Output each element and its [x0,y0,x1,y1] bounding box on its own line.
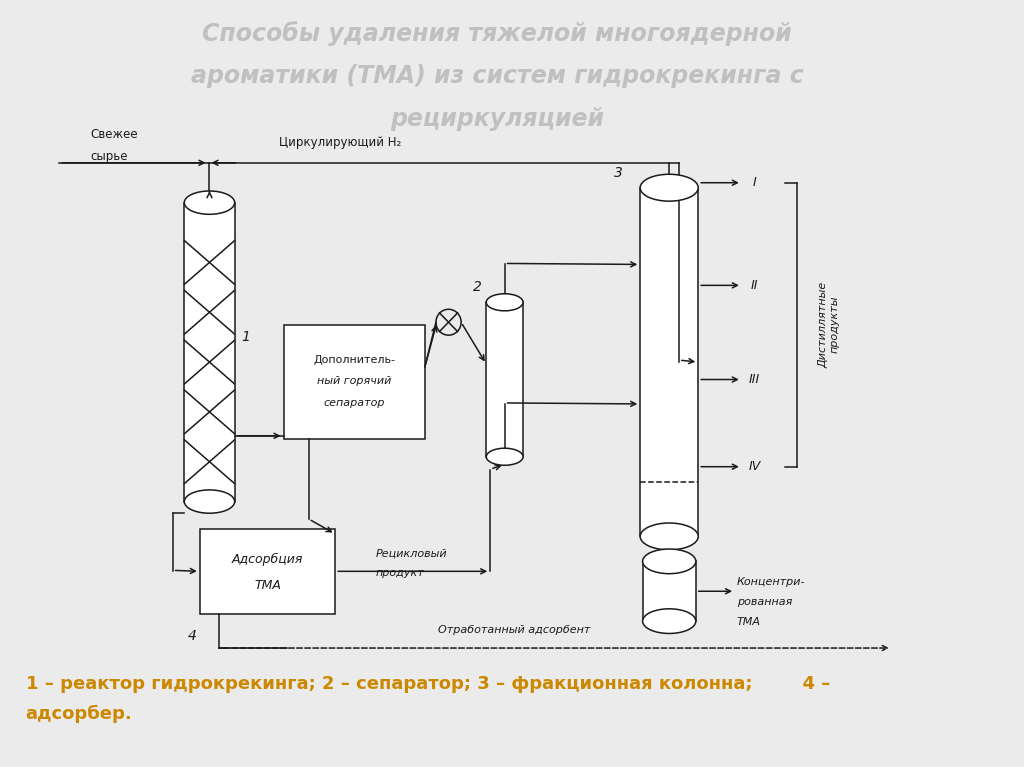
Text: сырье: сырье [90,150,128,163]
Text: II: II [751,279,758,292]
Text: IV: IV [749,460,761,473]
Text: сепаратор: сепаратор [324,398,385,408]
Text: ТМА: ТМА [737,617,761,627]
Ellipse shape [643,549,696,574]
Text: 4: 4 [187,629,197,643]
Bar [184,202,234,502]
Text: ТМА: ТМА [254,579,281,592]
Text: Адсорбция: Адсорбция [231,553,303,566]
Ellipse shape [184,490,234,513]
Bar [640,188,698,536]
Text: Концентри-: Концентри- [737,578,806,588]
Text: продукт: продукт [376,568,425,578]
Ellipse shape [640,174,698,201]
Text: Дистиллятные
продукты: Дистиллятные продукты [818,281,840,368]
Text: 2: 2 [473,281,482,295]
Text: Циркулирующий H₂: Циркулирующий H₂ [279,137,401,150]
Text: Отработанный адсорбент: Отработанный адсорбент [438,625,591,635]
Text: Свежее: Свежее [90,128,138,141]
Text: III: III [749,373,760,386]
Ellipse shape [640,523,698,550]
Ellipse shape [486,294,523,311]
Text: рециркуляцией: рециркуляцией [390,107,604,131]
Text: Способы удаления тяжелой многоядерной: Способы удаления тяжелой многоядерной [202,21,792,46]
Text: Рецикловый: Рецикловый [376,548,447,558]
Text: рованная: рованная [737,597,793,607]
Text: ароматики (ТМА) из систем гидрокрекинга с: ароматики (ТМА) из систем гидрокрекинга … [190,64,803,88]
Bar [285,324,425,439]
Text: 3: 3 [614,166,624,179]
Text: 1 – реактор гидрокрекинга; 2 – сепаратор; 3 – фракционная колонна;        4 –: 1 – реактор гидрокрекинга; 2 – сепаратор… [26,675,830,693]
Text: 1: 1 [242,330,251,344]
Bar [643,561,696,621]
Ellipse shape [486,448,523,466]
Text: адсорбер.: адсорбер. [26,705,132,723]
Ellipse shape [643,609,696,634]
Bar [200,529,335,614]
Ellipse shape [184,191,234,214]
Bar [486,302,523,456]
Text: Дополнитель-: Дополнитель- [313,355,395,365]
Text: ный горячий: ный горячий [317,376,392,386]
Text: I: I [753,176,757,189]
